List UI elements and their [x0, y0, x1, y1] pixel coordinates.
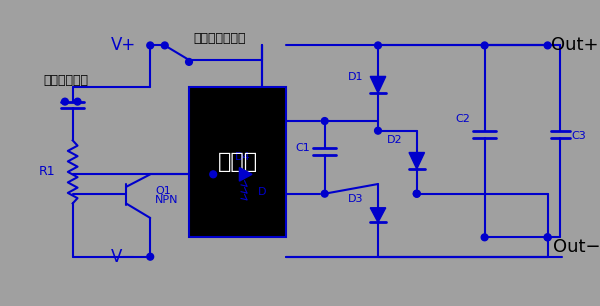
- Text: C3: C3: [572, 131, 587, 140]
- Circle shape: [413, 190, 420, 197]
- Text: Q1: Q1: [155, 186, 171, 196]
- Circle shape: [147, 42, 154, 49]
- Circle shape: [544, 42, 551, 49]
- Circle shape: [321, 118, 328, 125]
- Circle shape: [544, 234, 551, 241]
- Circle shape: [481, 42, 488, 49]
- Text: 通電スイッチ: 通電スイッチ: [44, 74, 89, 87]
- Circle shape: [413, 190, 420, 197]
- Circle shape: [147, 253, 154, 260]
- Text: D: D: [257, 187, 266, 197]
- Text: C1: C1: [295, 143, 310, 153]
- Polygon shape: [239, 168, 252, 181]
- Text: D1: D1: [348, 73, 364, 82]
- Text: メインスイッチ: メインスイッチ: [194, 32, 247, 45]
- Polygon shape: [370, 208, 386, 222]
- Text: R1: R1: [38, 165, 55, 178]
- Polygon shape: [370, 76, 386, 93]
- Text: D2: D2: [386, 135, 402, 145]
- Circle shape: [210, 171, 217, 178]
- Circle shape: [321, 190, 328, 197]
- Circle shape: [544, 234, 551, 241]
- Text: Out+: Out+: [551, 36, 599, 54]
- Circle shape: [161, 42, 168, 49]
- Text: 変圧器: 変圧器: [217, 152, 257, 172]
- Circle shape: [374, 42, 382, 49]
- Text: NPN: NPN: [155, 196, 179, 206]
- Text: V+: V+: [110, 36, 136, 54]
- Circle shape: [185, 58, 193, 65]
- Polygon shape: [409, 152, 425, 169]
- Text: D3: D3: [348, 194, 364, 203]
- Text: Out−: Out−: [553, 238, 600, 256]
- Bar: [189, 87, 286, 237]
- Circle shape: [374, 127, 382, 134]
- Circle shape: [481, 234, 488, 241]
- Circle shape: [74, 98, 81, 105]
- Circle shape: [62, 98, 68, 105]
- Text: V−: V−: [110, 248, 136, 266]
- Text: D4: D4: [235, 152, 250, 162]
- Text: C2: C2: [455, 114, 470, 124]
